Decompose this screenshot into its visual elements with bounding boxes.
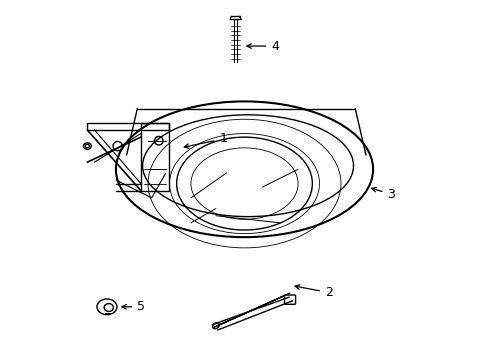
Text: 1: 1 xyxy=(184,132,227,148)
Text: 3: 3 xyxy=(371,188,394,201)
Text: 2: 2 xyxy=(294,285,332,299)
Text: 5: 5 xyxy=(122,300,145,313)
Text: 4: 4 xyxy=(246,40,279,53)
